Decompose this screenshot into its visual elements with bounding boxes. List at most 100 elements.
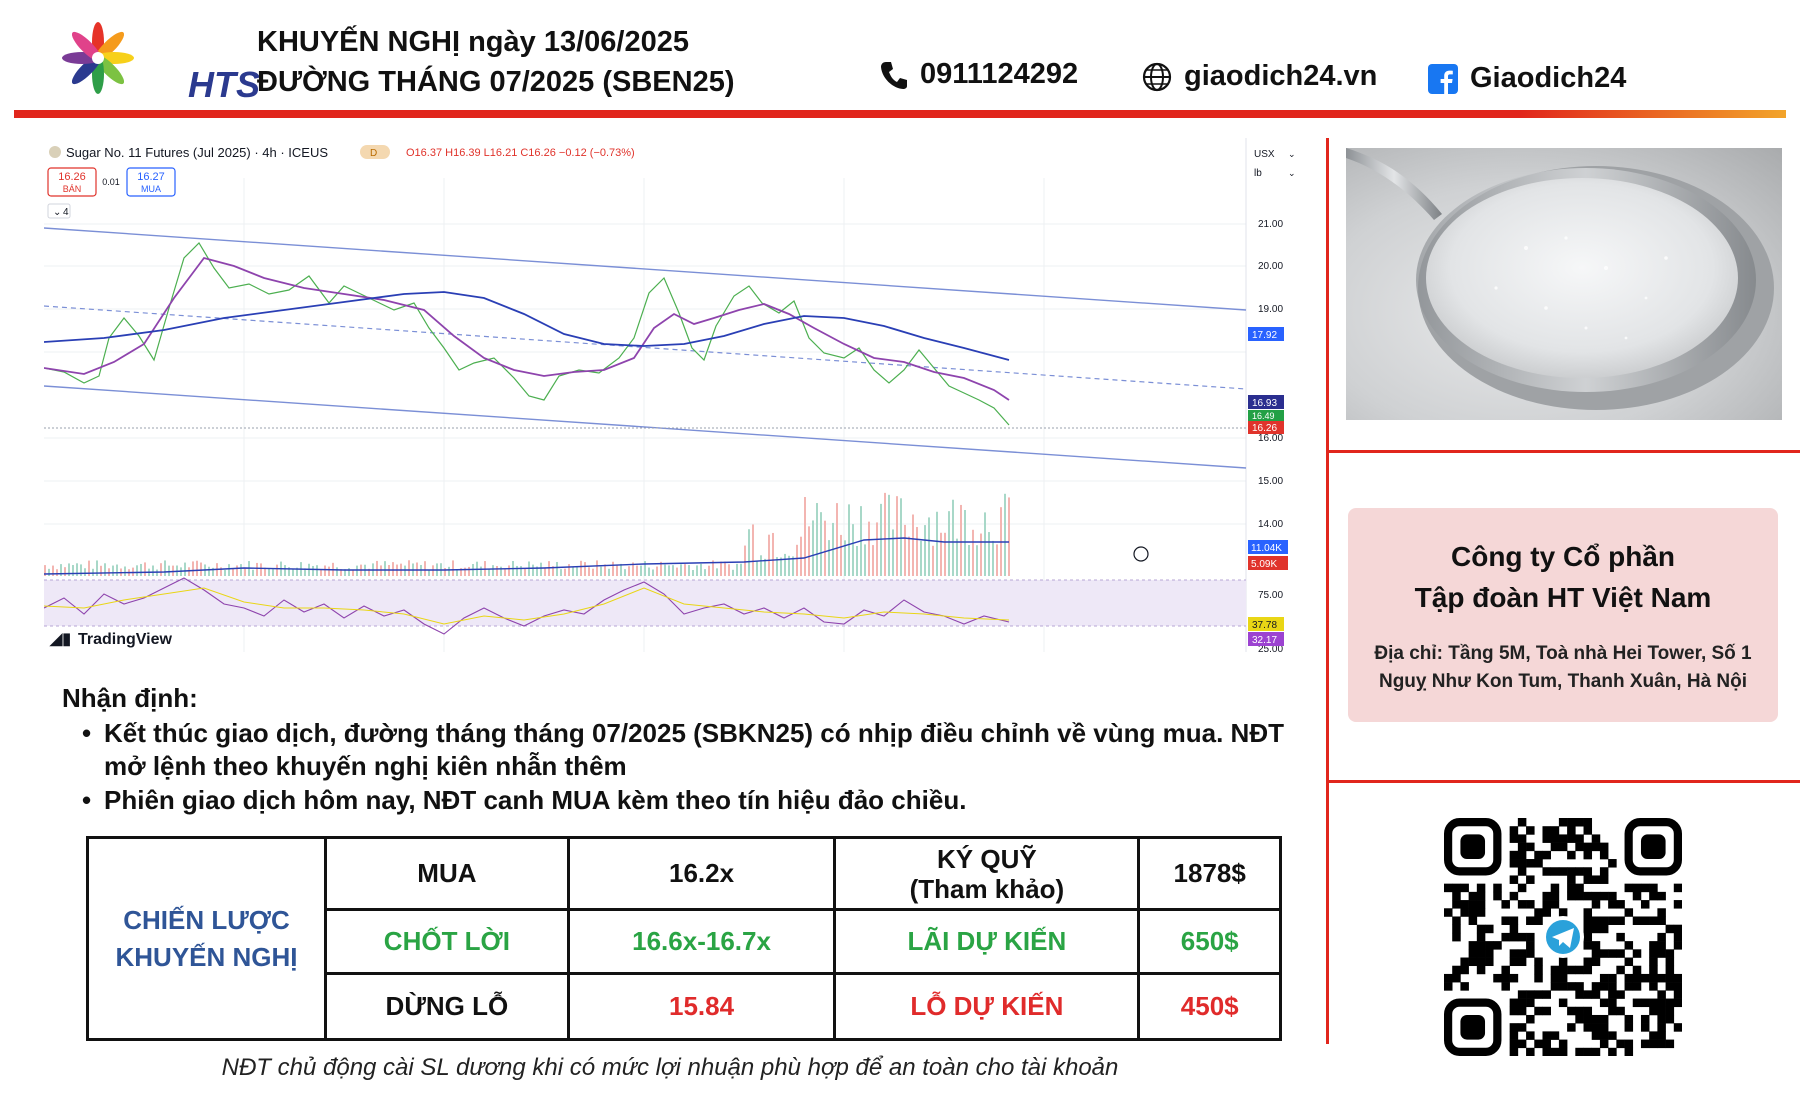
volume-bar	[144, 562, 146, 576]
badge-16-49: 16.49	[1252, 411, 1275, 421]
volume-bar	[232, 569, 234, 576]
volume-bar	[504, 569, 506, 576]
volume-bar	[520, 566, 522, 576]
volume-bar	[80, 564, 82, 576]
volume-bar	[524, 568, 526, 576]
volume-bar	[740, 563, 742, 576]
volume-bar	[172, 565, 174, 576]
analysis-bullet: Phiên giao dịch hôm nay, NĐT canh MUA kè…	[82, 784, 1322, 817]
margin-label-line1: KÝ QUỸ	[937, 843, 1037, 874]
volume-bar	[720, 561, 722, 576]
analysis-title: Nhận định:	[62, 683, 198, 713]
volume-bar	[428, 569, 430, 576]
volume-bar	[560, 569, 562, 576]
channel-upper-line	[44, 227, 1247, 311]
volume-bar	[96, 560, 98, 576]
badge-volume-11-04k: 11.04K	[1251, 543, 1282, 554]
volume-bar	[636, 565, 638, 576]
volume-bar	[836, 503, 838, 576]
volume-bar	[112, 565, 114, 576]
volume-bar	[736, 563, 738, 576]
volume-bar	[100, 565, 102, 576]
volume-bar	[816, 503, 818, 576]
volume-bar	[768, 534, 770, 576]
volume-bar	[236, 565, 238, 576]
volume-ma-line	[44, 537, 1009, 575]
title-date-line: KHUYẾN NGHỊ ngày 13/06/2025	[257, 26, 689, 58]
company-name: Công ty Cổ phần Tập đoàn HT Việt Nam	[1348, 536, 1778, 618]
margin-label-line2: (Tham khảo)	[909, 873, 1065, 904]
volume-bar	[904, 524, 906, 576]
volume-bar	[960, 504, 962, 576]
volume-bar	[348, 568, 350, 576]
volume-bar	[532, 564, 534, 576]
replay-icon[interactable]	[1133, 546, 1149, 562]
currency-selector[interactable]: USX	[1254, 149, 1275, 160]
facebook-link[interactable]: Giaodich24	[1428, 62, 1626, 95]
volume-bar	[468, 566, 470, 576]
volume-bar	[460, 568, 462, 576]
volume-bar	[604, 564, 606, 576]
telegram-qr-code[interactable]	[1443, 817, 1683, 1057]
volume-bar	[808, 526, 810, 576]
volume-bar	[628, 566, 630, 576]
logo-text: HTS	[188, 64, 260, 105]
company-info-card: Công ty Cổ phần Tập đoàn HT Việt Nam Địa…	[1348, 508, 1778, 722]
volume-bar	[944, 532, 946, 576]
volume-bar	[684, 564, 686, 576]
volume-bar	[584, 562, 586, 576]
volume-bar	[664, 564, 666, 576]
analysis-bullets: Kết thúc giao dịch, đường tháng tháng 07…	[82, 717, 1322, 817]
take-profit-value: 16.6x-16.7x	[566, 908, 837, 975]
volume-bar	[900, 498, 902, 576]
volume-bar	[956, 538, 958, 576]
volume-bar	[108, 568, 110, 576]
volume-bar	[920, 540, 922, 576]
website-link[interactable]: giaodich24.vn	[1142, 60, 1377, 93]
volume-bar	[272, 569, 274, 576]
unit-selector[interactable]: lb	[1254, 168, 1262, 179]
sell-button[interactable]	[47, 167, 97, 197]
strategy-label-line1: CHIẾN LƯỢC	[123, 904, 290, 935]
channel-lower-line	[44, 385, 1247, 469]
volume-bar	[800, 536, 802, 576]
long-ema-line	[44, 291, 1010, 361]
volume-bar	[336, 567, 338, 576]
volume-bar	[64, 567, 66, 576]
volume-bar	[608, 568, 610, 576]
volume-bar	[728, 564, 730, 576]
chart-ohlc: O16.37 H16.39 L16.21 C16.26 −0.12 (−0.73…	[406, 147, 635, 159]
price-chart[interactable]: Sugar No. 11 Futures (Jul 2025) · 4h · I…	[44, 138, 1302, 652]
volume-bar	[616, 564, 618, 576]
facebook-page-name: Giaodich24	[1470, 62, 1627, 94]
price-tick-16: 16.00	[1258, 433, 1283, 444]
collapse-chevron-icon[interactable]: ⌄	[53, 207, 61, 218]
volume-bar	[732, 569, 734, 576]
volume-bar	[784, 553, 786, 576]
volume-bar	[968, 545, 970, 576]
volume-bar	[456, 569, 458, 576]
volume-bar	[200, 562, 202, 576]
volume-bar	[312, 565, 314, 576]
analysis-bullet: Kết thúc giao dịch, đường tháng tháng 07…	[82, 717, 1322, 783]
unit-chevron-icon: ⌄	[1288, 168, 1296, 178]
volume-bar	[1008, 497, 1010, 576]
strategy-label-line2: KHUYẾN NGHỊ	[115, 941, 298, 972]
volume-bar	[168, 565, 170, 576]
buy-button[interactable]	[126, 167, 176, 197]
volume-bar	[852, 524, 854, 576]
rsi-tick-25: 25.00	[1258, 644, 1283, 652]
volume-bar	[140, 563, 142, 576]
volume-bar	[324, 565, 326, 576]
volume-bar	[116, 564, 118, 576]
volume-bar	[192, 561, 194, 576]
sugar-spoon-image	[1346, 148, 1774, 410]
volume-bar	[264, 567, 266, 576]
volume-bar	[188, 567, 190, 576]
facebook-icon	[1428, 63, 1458, 94]
volume-bar	[544, 567, 546, 576]
phone-contact[interactable]: 0911124292	[880, 58, 1078, 91]
stop-loss-label: DỪNG LỖ	[324, 972, 570, 1041]
volume-bar	[612, 561, 614, 576]
short-ema-line	[44, 256, 1010, 401]
